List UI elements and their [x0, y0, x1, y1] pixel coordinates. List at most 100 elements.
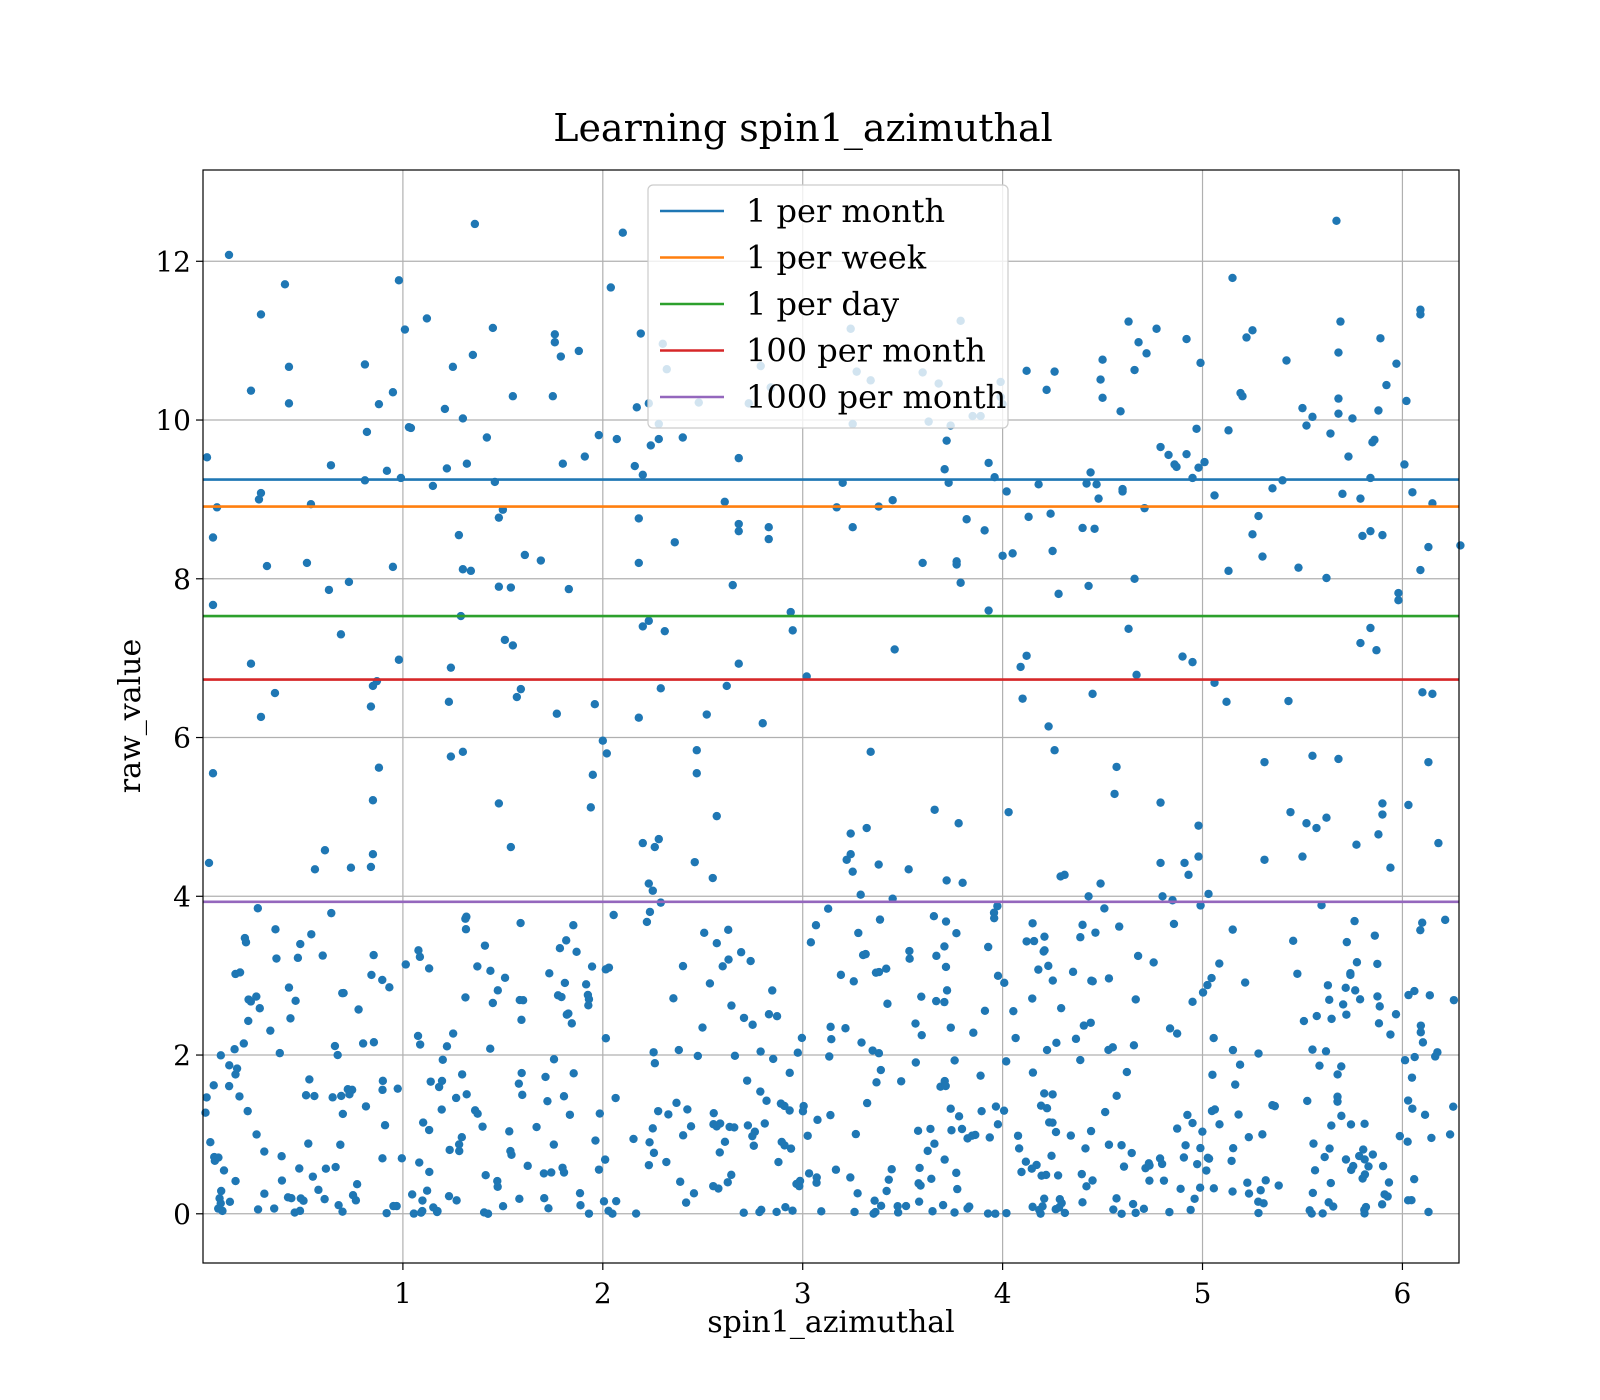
scatter-point: [1240, 978, 1250, 987]
scatter-point: [650, 842, 659, 852]
scatter-point: [1181, 1141, 1190, 1150]
scatter-point: [478, 1122, 487, 1131]
scatter-point: [494, 582, 504, 591]
scatter-point: [1341, 1155, 1351, 1164]
scatter-point: [555, 943, 565, 953]
scatter-point: [1198, 1127, 1207, 1136]
scatter-point: [1051, 1127, 1061, 1137]
scatter-point: [416, 1208, 426, 1217]
scatter-point: [669, 994, 678, 1003]
scatter-point: [1188, 657, 1197, 667]
scatter-point: [514, 1079, 524, 1088]
scatter-point: [648, 886, 657, 895]
scatter-point: [1378, 810, 1387, 819]
scatter-point: [216, 1051, 226, 1060]
scatter-point: [1112, 1194, 1121, 1203]
scatter-point: [764, 1010, 774, 1019]
scatter-point: [1356, 494, 1365, 503]
scatter-point: [328, 1093, 337, 1102]
scatter-point: [806, 938, 816, 947]
scatter-point: [434, 1082, 444, 1092]
scatter-point: [846, 850, 855, 859]
scatter-point: [727, 1001, 736, 1010]
scatter-point: [749, 1141, 759, 1150]
scatter-point: [952, 1168, 961, 1178]
scatter-point: [457, 1132, 467, 1142]
scatter-point: [1261, 1176, 1270, 1185]
scatter-point: [581, 980, 591, 989]
scatter-point: [930, 1139, 939, 1148]
scatter-point: [208, 769, 218, 778]
scatter-point: [275, 1048, 284, 1058]
scatter-point: [1256, 1186, 1265, 1195]
scatter-point: [246, 659, 256, 668]
scatter-point: [1325, 995, 1334, 1004]
scatter-point: [1431, 1052, 1440, 1061]
scatter-point: [1078, 523, 1087, 533]
scatter-point: [231, 1176, 240, 1186]
scatter-point: [1028, 919, 1037, 928]
scatter-point: [1054, 589, 1063, 599]
scatter-point: [1366, 473, 1375, 483]
scatter-point: [1084, 892, 1093, 901]
scatter-point: [662, 1157, 671, 1167]
scatter-point: [1188, 1118, 1197, 1128]
scatter-point: [1227, 1156, 1236, 1166]
scatter-point: [462, 912, 471, 921]
scatter-point: [977, 1106, 986, 1116]
scatter-point: [1235, 1060, 1245, 1069]
scatter-point: [1131, 1208, 1140, 1218]
scatter-point: [219, 1166, 229, 1175]
scatter-point: [1318, 1209, 1327, 1218]
scatter-point: [295, 1164, 304, 1173]
scatter-point: [1286, 807, 1295, 817]
scatter-point: [1086, 1018, 1095, 1027]
scatter-point: [611, 1196, 621, 1206]
scatter-point: [850, 1207, 859, 1217]
scatter-point: [634, 514, 643, 523]
scatter-point: [1053, 1171, 1063, 1180]
scatter-point: [224, 1081, 234, 1091]
scatter-point: [1312, 1011, 1321, 1021]
scatter-point: [1293, 969, 1302, 978]
scatter-point: [848, 522, 857, 532]
scatter-point: [1416, 1021, 1426, 1030]
scatter-point: [893, 1202, 902, 1211]
scatter-point: [723, 1178, 732, 1187]
scatter-point: [1038, 1202, 1047, 1211]
scatter-point: [913, 1126, 923, 1136]
scatter-point: [1337, 1062, 1346, 1071]
y-axis-label: raw_value: [113, 639, 148, 793]
scatter-point: [1182, 449, 1191, 459]
scatter-point: [559, 1168, 569, 1177]
scatter-point: [1359, 1145, 1368, 1154]
scatter-point: [352, 1180, 362, 1189]
scatter-point: [1407, 1073, 1417, 1082]
scatter-point: [1254, 1208, 1263, 1218]
scatter-point: [414, 946, 423, 955]
scatter-point: [1323, 981, 1333, 990]
scatter-point: [1308, 1188, 1318, 1198]
scatter-point: [486, 1044, 495, 1053]
scatter-point: [768, 986, 777, 995]
scatter-point: [1346, 969, 1355, 978]
x-tick-label: 4: [994, 1277, 1012, 1310]
scatter-point: [634, 558, 643, 568]
scatter-point: [1355, 995, 1365, 1004]
scatter-point: [321, 1164, 331, 1173]
scatter-point: [799, 1101, 808, 1111]
scatter-point: [793, 1048, 803, 1057]
scatter-point: [1333, 1070, 1342, 1079]
scatter-point: [1130, 574, 1139, 583]
scatter-point: [866, 747, 875, 757]
scatter-point: [204, 858, 214, 868]
scatter-point: [1044, 961, 1053, 971]
scatter-point: [366, 702, 376, 711]
scatter-point: [532, 1122, 541, 1132]
scatter-point: [1194, 852, 1203, 861]
scatter-point: [1337, 1111, 1346, 1121]
scatter-point: [518, 996, 528, 1005]
scatter-point: [606, 283, 616, 292]
scatter-point: [558, 459, 568, 468]
scatter-point: [446, 663, 456, 672]
